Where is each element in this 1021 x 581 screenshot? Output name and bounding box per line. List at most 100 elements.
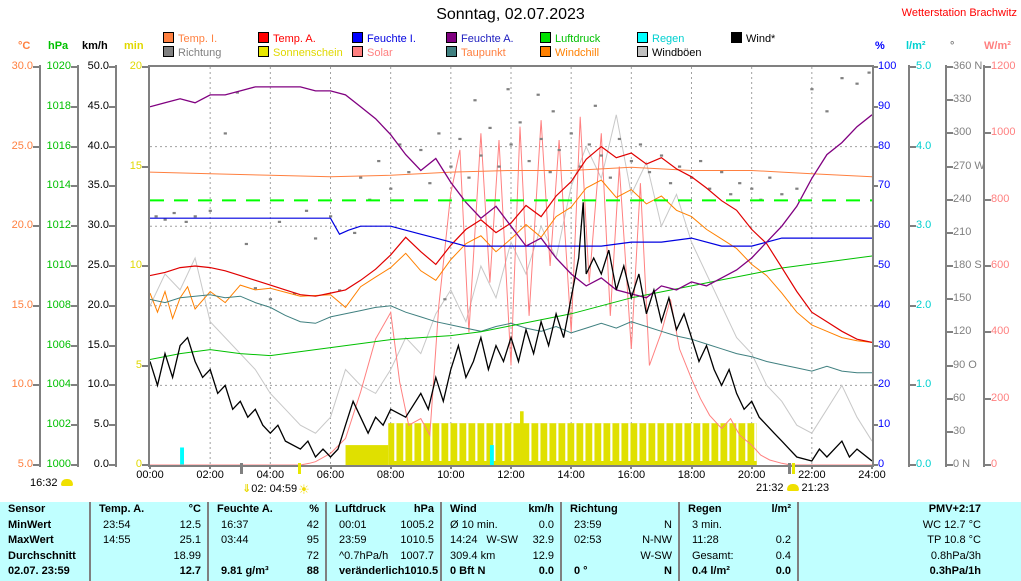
axis-tick-label: 400 [991, 325, 1010, 338]
series-sonnenschein-gap [718, 423, 721, 461]
axis-tick-label: 40 [878, 298, 891, 311]
axis-tick-label: 30.0 [11, 60, 33, 72]
table-cell: 16:37 [221, 518, 249, 531]
series-richtung-dot [768, 176, 772, 179]
table-column-feuchte-a-: Feuchte A.% 16:37 42 03:44 95 72 9.81 g/m³ 88 [207, 502, 325, 581]
axis-tick [985, 198, 991, 201]
table-row: 14:24 W-SW 32.9 [442, 533, 560, 549]
axis-tick [910, 145, 916, 148]
series-richtung-dot [518, 121, 522, 124]
axis-tick [109, 424, 115, 427]
axis-line [908, 65, 910, 467]
axis-unit-hpa: hPa [48, 40, 69, 52]
series-richtung-dot [551, 110, 555, 113]
table-column-sensor: Sensor MinWert MaxWert Durchschnitt 02.07. 2… [0, 502, 89, 581]
table-row: W-SW [562, 549, 678, 565]
axis-tick [985, 265, 991, 267]
legend-swatch [163, 46, 174, 57]
x-axis-label: 18:00 [677, 469, 706, 481]
series-sonnenschein-gap [610, 423, 613, 461]
sunset-time: 21:23 [801, 482, 830, 494]
axis-tick [71, 225, 77, 228]
table-cell: 42 [306, 518, 319, 531]
axis-tick-label: 2.0 [916, 298, 932, 311]
table-cell: 0.0 [538, 518, 554, 531]
table-cell [498, 518, 518, 534]
axis-tick-label: 1000 [46, 458, 71, 470]
table-cell: 1010.5 [404, 565, 439, 578]
table-header: Regen [688, 503, 722, 515]
legend-label: Richtung [178, 47, 222, 59]
table-cell: 0.4 l/m² [692, 565, 730, 578]
axis-tick-label: 5.0 [916, 60, 932, 72]
axis-tick-label: 150 [953, 292, 972, 305]
table-header: Luftdruck [335, 503, 386, 515]
table-cell: N [664, 565, 672, 578]
table-cell: N-NW [642, 534, 672, 547]
axis-tick [109, 464, 115, 466]
table-row: 02.07. 23:59 [0, 564, 89, 580]
series-richtung-dot [593, 104, 597, 107]
series-richtung-dot [668, 182, 673, 185]
legend-swatch [258, 32, 269, 43]
axis-tick-label: 0 N [953, 458, 971, 470]
axis-tick-label: 1.0 [916, 378, 932, 391]
series-sonnenschein-gap [727, 423, 730, 461]
axis-tick [71, 344, 77, 347]
series-richtung-dot [750, 187, 754, 190]
axis-tick-label: 0 [878, 458, 885, 470]
axis-unit-kmh: km/h [82, 40, 108, 52]
series-sonnenschein-gap [457, 423, 460, 461]
series-sonnenschein-gap [394, 423, 397, 461]
table-cell: Ø 10 min. [450, 518, 498, 531]
series-sonnenschein-gap [583, 423, 586, 461]
legend-item-wind-: Wind* [731, 32, 775, 45]
axis-tick [947, 331, 953, 334]
series-sonnenschein [345, 445, 389, 465]
series-sonnenschein-gap [475, 423, 478, 461]
x-axis-label: 08:00 [376, 469, 405, 481]
axis-tick-label: 35.0 [87, 179, 109, 192]
axis-tick [71, 424, 77, 427]
legend-label: Sonnenschein [273, 47, 343, 59]
legend-item-luftdruck: Luftdruck [540, 32, 601, 45]
series-richtung-dot [329, 215, 333, 218]
axis-tick-label: 5.0 [17, 458, 33, 470]
table-cell: 14:55 [103, 534, 131, 547]
legend-label: Solar [367, 47, 393, 59]
table-cell: MinWert [8, 518, 52, 531]
series-richtung-dot [617, 137, 621, 141]
series-taupunkt [150, 294, 872, 374]
axis-tick-label: 1010 [46, 259, 71, 271]
table-row: 0 Bft N 0.0 [442, 564, 560, 580]
axis-tick [947, 198, 953, 201]
table-row: 9.81 g/m³ 88 [209, 564, 325, 580]
table-unit: hPa [413, 503, 434, 515]
series-sonnenschein-gap [592, 423, 595, 461]
axis-tick [109, 304, 115, 307]
legend-item-temp-a-: Temp. A. [258, 32, 316, 45]
axis-tick [910, 225, 916, 228]
x-axis-label: 04:00 [256, 469, 285, 481]
x-axis-tick [269, 465, 272, 469]
x-axis-label: 12:00 [497, 469, 525, 481]
table-cell: W-SW [640, 549, 672, 562]
axis-tick-label: 20 [129, 60, 142, 72]
axis-tick-label: 30 [878, 338, 891, 351]
series-richtung-dot [172, 211, 176, 215]
series-richtung-dot [488, 126, 492, 130]
series-richtung-dot [428, 182, 432, 185]
table-row: 0.3hPa/1h [799, 564, 1021, 580]
x-axis-tick [510, 465, 512, 469]
axis-tick [142, 464, 148, 466]
moonset-icon [786, 484, 799, 491]
axis-tick-label: 20 [878, 378, 891, 391]
series-richtung-dot [795, 187, 799, 190]
table-cell: 0.8hPa/3h [930, 549, 981, 562]
axis-tick [872, 105, 878, 108]
axis-tick [947, 132, 953, 135]
series-richtung-dot [398, 143, 402, 146]
axis-tick [71, 105, 77, 108]
legend-label: Luftdruck [555, 33, 601, 45]
